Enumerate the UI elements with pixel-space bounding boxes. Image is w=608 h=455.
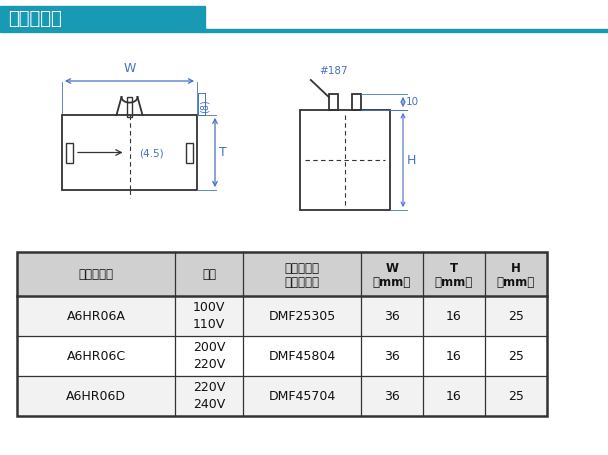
Text: W: W [385,262,398,274]
Text: W: W [123,62,136,75]
Bar [0,6,205,32]
Bar [17,336,547,376]
Text: 電圧: 電圧 [202,268,216,280]
Bar [62,115,197,190]
Text: （mm）: （mm） [435,275,473,288]
Text: 10: 10 [406,97,419,107]
Text: （mm）: （mm） [497,275,535,288]
Text: 16: 16 [446,389,462,403]
Text: （mm）: （mm） [373,275,411,288]
Text: A6HR06C: A6HR06C [66,349,126,363]
Text: T: T [219,146,227,159]
Bar [329,94,338,110]
Text: 200V
220V: 200V 220V [193,341,225,371]
Text: A6HR06A: A6HR06A [66,309,125,323]
Text: DMF25305: DMF25305 [268,309,336,323]
Text: DMF45704: DMF45704 [268,389,336,403]
Text: #187: #187 [319,66,347,76]
Bar [17,252,547,296]
Text: H: H [511,262,521,274]
Text: 220V
240V: 220V 240V [193,381,225,411]
Text: 36: 36 [384,349,400,363]
Text: 25: 25 [508,349,524,363]
Text: (8): (8) [200,99,210,113]
Bar [352,94,361,110]
Bar [17,296,547,336]
Text: DMF45804: DMF45804 [268,349,336,363]
Text: コンデンサ: コンデンサ [285,262,319,274]
Text: 16: 16 [446,309,462,323]
Text: (4.5): (4.5) [139,148,164,158]
Text: コンデンサ: コンデンサ [8,10,62,28]
Bar [205,29,608,32]
Text: A6HR06D: A6HR06D [66,389,126,403]
Text: 36: 36 [384,309,400,323]
Bar [66,142,73,162]
Bar [127,97,132,117]
Bar [186,142,193,162]
Text: 25: 25 [508,389,524,403]
Bar [17,252,547,416]
Text: T: T [450,262,458,274]
Text: モータ形式: モータ形式 [78,268,114,280]
Text: （付属品）: （付属品） [285,275,319,288]
Text: 36: 36 [384,389,400,403]
Text: 16: 16 [446,349,462,363]
Bar [17,376,547,416]
Bar [300,110,390,210]
Text: 100V
110V: 100V 110V [193,301,225,331]
Text: 25: 25 [508,309,524,323]
Text: H: H [407,153,416,167]
